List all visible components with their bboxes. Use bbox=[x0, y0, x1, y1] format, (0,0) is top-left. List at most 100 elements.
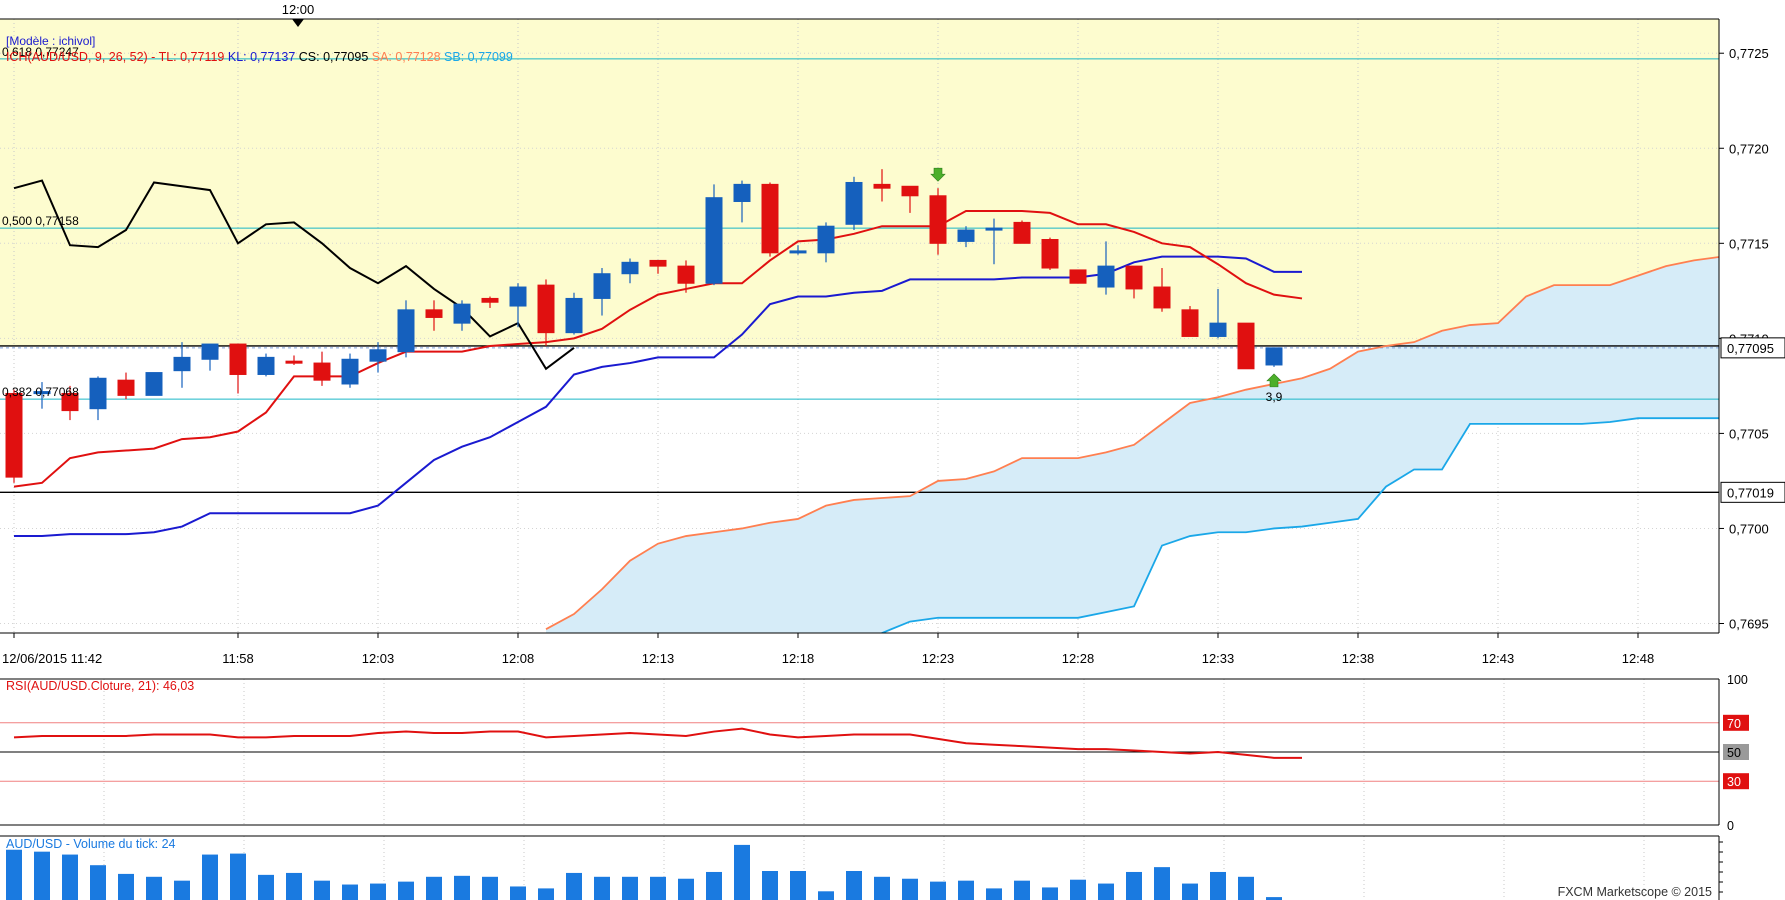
volume-bar[interactable] bbox=[650, 876, 666, 900]
volume-bar[interactable] bbox=[566, 872, 582, 900]
volume-bar[interactable] bbox=[118, 873, 134, 900]
candle[interactable] bbox=[957, 229, 975, 242]
candle[interactable] bbox=[1041, 239, 1059, 269]
candle[interactable] bbox=[1125, 265, 1143, 290]
volume-bar[interactable] bbox=[706, 871, 722, 900]
volume-bar[interactable] bbox=[734, 844, 750, 900]
candle[interactable] bbox=[285, 360, 303, 364]
candle[interactable] bbox=[1209, 322, 1227, 337]
volume-bar[interactable] bbox=[1098, 883, 1114, 900]
buy-signal-arrow-icon[interactable] bbox=[1266, 373, 1282, 388]
candle[interactable] bbox=[425, 309, 443, 318]
candle[interactable] bbox=[509, 286, 527, 307]
volume-bar[interactable] bbox=[1182, 883, 1198, 900]
candle[interactable] bbox=[705, 197, 723, 284]
volume-bar[interactable] bbox=[370, 883, 386, 900]
candle[interactable] bbox=[985, 227, 1003, 231]
volume-bar[interactable] bbox=[762, 871, 778, 900]
volume-bar[interactable] bbox=[930, 881, 946, 900]
volume-bar[interactable] bbox=[90, 865, 106, 900]
candle[interactable] bbox=[1181, 309, 1199, 337]
volume-bar[interactable] bbox=[1014, 880, 1030, 900]
candle[interactable] bbox=[145, 372, 163, 396]
volume-bar[interactable] bbox=[1238, 876, 1254, 900]
volume-bar[interactable] bbox=[34, 851, 50, 900]
volume-bar[interactable] bbox=[1154, 867, 1170, 900]
volume-bar[interactable] bbox=[454, 875, 470, 900]
candle[interactable] bbox=[1097, 265, 1115, 288]
candle[interactable] bbox=[621, 261, 639, 275]
candle[interactable] bbox=[1069, 269, 1087, 284]
candle[interactable] bbox=[817, 225, 835, 254]
volume-bar[interactable] bbox=[230, 853, 246, 900]
candle[interactable] bbox=[1265, 347, 1283, 366]
candle[interactable] bbox=[649, 259, 667, 267]
candle[interactable] bbox=[593, 273, 611, 299]
candle[interactable] bbox=[369, 349, 387, 362]
volume-bar[interactable] bbox=[1266, 897, 1282, 900]
candle[interactable] bbox=[453, 303, 471, 324]
watermark: FXCM Marketscope © 2015 bbox=[1558, 885, 1712, 899]
candle[interactable] bbox=[61, 392, 79, 412]
candle[interactable] bbox=[1153, 286, 1171, 309]
candle[interactable] bbox=[5, 392, 23, 478]
candle[interactable] bbox=[677, 265, 695, 284]
candle[interactable] bbox=[901, 185, 919, 197]
volume-bar[interactable] bbox=[174, 880, 190, 900]
volume-bar[interactable] bbox=[874, 876, 890, 900]
candle[interactable] bbox=[1237, 322, 1255, 370]
candle[interactable] bbox=[89, 377, 107, 410]
candle[interactable] bbox=[929, 195, 947, 244]
ichimoku-cloud-segment bbox=[966, 471, 994, 618]
candle[interactable] bbox=[733, 183, 751, 202]
volume-bar[interactable] bbox=[958, 880, 974, 900]
volume-bar[interactable] bbox=[818, 891, 834, 900]
price-tick-label: 0,7725 bbox=[1729, 46, 1769, 61]
candle[interactable] bbox=[789, 250, 807, 254]
candle[interactable] bbox=[173, 356, 191, 372]
volume-bar[interactable] bbox=[1126, 871, 1142, 900]
volume-bar[interactable] bbox=[846, 871, 862, 900]
candle[interactable] bbox=[761, 183, 779, 254]
volume-bar[interactable] bbox=[398, 881, 414, 900]
candle[interactable] bbox=[565, 297, 583, 334]
candle[interactable] bbox=[201, 343, 219, 360]
ichimoku-cloud-segment bbox=[1498, 296, 1526, 424]
volume-bar[interactable] bbox=[510, 886, 526, 900]
candle[interactable] bbox=[117, 379, 135, 396]
candle[interactable] bbox=[537, 284, 555, 334]
volume-bar[interactable] bbox=[902, 878, 918, 900]
volume-bar[interactable] bbox=[62, 854, 78, 900]
volume-bar[interactable] bbox=[678, 878, 694, 900]
ichimoku-cloud-segment bbox=[1274, 378, 1302, 529]
volume-bar[interactable] bbox=[1070, 879, 1086, 900]
volume-bar[interactable] bbox=[538, 888, 554, 900]
candle[interactable] bbox=[33, 391, 51, 395]
sell-signal-arrow-icon[interactable] bbox=[930, 167, 946, 182]
candle[interactable] bbox=[481, 297, 499, 303]
volume-bar[interactable] bbox=[314, 880, 330, 900]
volume-bar[interactable] bbox=[258, 874, 274, 900]
volume-bar[interactable] bbox=[6, 849, 22, 900]
volume-bar[interactable] bbox=[1042, 887, 1058, 900]
volume-bar[interactable] bbox=[594, 876, 610, 900]
candle[interactable] bbox=[873, 183, 891, 189]
candle[interactable] bbox=[845, 181, 863, 225]
volume-bar[interactable] bbox=[286, 872, 302, 900]
volume-bar[interactable] bbox=[426, 876, 442, 900]
volume-bar[interactable] bbox=[202, 854, 218, 900]
volume-bar[interactable] bbox=[342, 884, 358, 900]
volume-bar[interactable] bbox=[622, 876, 638, 900]
candle[interactable] bbox=[229, 343, 247, 375]
candle[interactable] bbox=[341, 358, 359, 385]
volume-bar[interactable] bbox=[790, 871, 806, 900]
candle[interactable] bbox=[397, 309, 415, 353]
volume-bar[interactable] bbox=[146, 876, 162, 900]
time-marker-arrow-icon[interactable] bbox=[292, 19, 304, 27]
candle[interactable] bbox=[313, 362, 331, 381]
candle[interactable] bbox=[1013, 221, 1031, 244]
candle[interactable] bbox=[257, 356, 275, 375]
volume-bar[interactable] bbox=[986, 888, 1002, 900]
volume-bar[interactable] bbox=[1210, 871, 1226, 900]
volume-bar[interactable] bbox=[482, 876, 498, 900]
